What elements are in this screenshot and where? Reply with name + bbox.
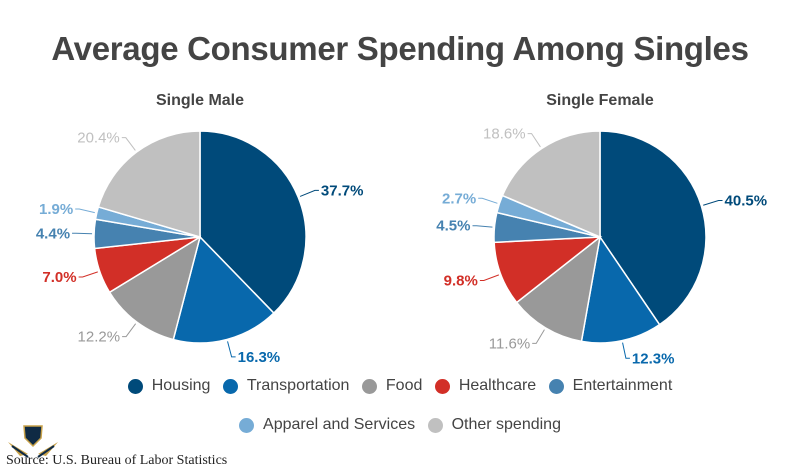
legend-item-healthcare: Healthcare: [434, 377, 537, 395]
pie-slice-transportation: [580, 235, 661, 344]
legend-swatch: [222, 378, 238, 394]
pie-slice-other: [97, 130, 201, 239]
data-label-apparel: 1.9%: [39, 201, 73, 218]
leader-line-apparel: [478, 197, 498, 204]
leader-line-healthcare: [78, 271, 98, 278]
legend-swatch: [548, 378, 564, 394]
legend-label: Entertainment: [572, 377, 673, 394]
legend-swatch: [434, 378, 450, 394]
legend-label: Apparel and Services: [263, 416, 416, 433]
data-label-food: 12.2%: [78, 329, 121, 346]
legend-label: Healthcare: [458, 377, 537, 394]
data-label-transportation: 16.3%: [238, 349, 281, 366]
source-note: Source: U.S. Bureau of Labor Statistics: [6, 453, 228, 468]
leader-line-healthcare: [479, 274, 500, 281]
legend-label: Food: [385, 377, 423, 394]
leader-line-housing: [299, 189, 319, 197]
pie-slice-food: [515, 235, 602, 343]
legend-item-other: Other spending: [427, 416, 561, 434]
data-label-food: 11.6%: [489, 335, 530, 352]
data-label-apparel: 2.7%: [442, 190, 476, 207]
data-label-housing: 40.5%: [725, 193, 768, 210]
data-label-transportation: 12.3%: [632, 350, 675, 367]
leader-line-entertainment: [472, 225, 493, 228]
legend-swatch: [239, 417, 255, 433]
legend-item-housing: Housing: [127, 377, 211, 395]
leader-line-other: [121, 137, 136, 151]
leader-line-transportation: [622, 342, 630, 359]
legend-label: Transportation: [246, 377, 350, 394]
data-label-entertainment: 4.4%: [36, 225, 70, 242]
data-label-housing: 37.7%: [321, 182, 364, 199]
data-label-other: 18.6%: [483, 126, 526, 143]
pie-slice-food: [108, 235, 202, 341]
legend-swatch: [427, 417, 443, 433]
logo-icon: [8, 425, 58, 458]
leader-line-housing: [703, 200, 723, 206]
legend-item-food: Food: [361, 377, 423, 395]
data-label-healthcare: 7.0%: [42, 269, 76, 286]
legend-item-transportation: Transportation: [222, 377, 350, 395]
data-label-healthcare: 9.8%: [444, 272, 478, 289]
legend-label: Other spending: [451, 416, 561, 433]
pie-slice-other: [501, 130, 601, 239]
data-label-other: 20.4%: [77, 130, 120, 147]
leader-line-food: [532, 329, 545, 344]
legend-item-apparel: Apparel and Services: [239, 416, 415, 434]
chart-title: Average Consumer Spending Among Singles: [51, 30, 749, 67]
legend-swatch: [127, 378, 143, 394]
leader-line-other: [527, 133, 541, 148]
data-label-entertainment: 4.5%: [436, 218, 470, 235]
legend-label: Housing: [151, 377, 211, 394]
pie-subtitle-female: Single Female: [546, 92, 654, 109]
legend-row-2: Apparel and Services Other spending: [0, 416, 800, 438]
legend-item-entertainment: Entertainment: [548, 377, 673, 395]
legend-row-1: Housing Transportation Food Healthcare E…: [0, 377, 800, 399]
leader-line-food: [122, 323, 137, 338]
leader-line-apparel: [75, 208, 95, 214]
pie-slice-housing: [199, 130, 307, 315]
leader-line-transportation: [227, 341, 236, 358]
pie-subtitle-male: Single Male: [155, 92, 245, 109]
legend-swatch: [361, 378, 377, 394]
pie-slice-housing: [599, 130, 707, 326]
pie-slice-transportation: [172, 235, 275, 344]
